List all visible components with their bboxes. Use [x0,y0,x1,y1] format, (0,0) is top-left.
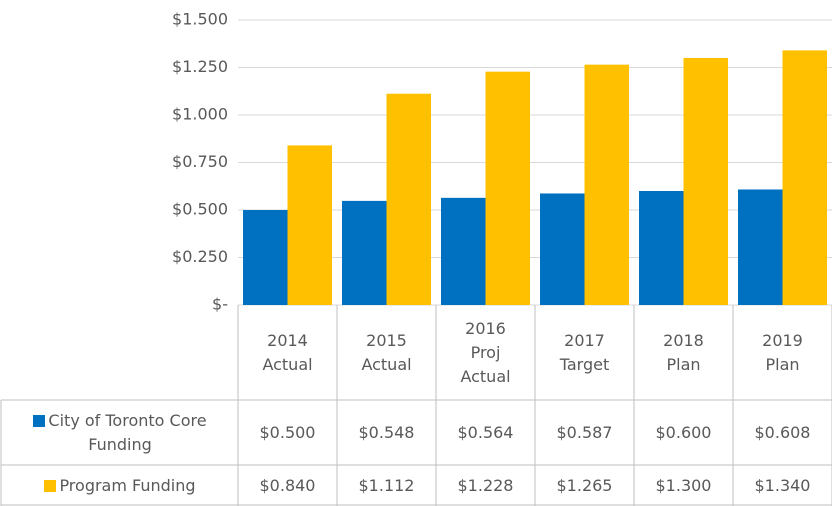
x-tick-label: 2017 Target [559,330,610,374]
bar [342,200,387,305]
bar [540,193,585,305]
table-value: $1.265 [556,475,613,495]
x-tick-label: 2015 Actual [361,330,412,374]
y-tick-label: $1.000 [172,105,228,124]
legend-label: City of Toronto Core Funding [48,410,207,454]
legend-label: Program Funding [59,475,196,495]
table-value: $0.600 [655,422,712,442]
y-tick-label: $- [212,295,228,314]
table-value: $0.608 [754,422,811,442]
legend-entry: Program Funding [44,474,196,498]
table-value: $0.500 [259,422,316,442]
table-value: $1.300 [655,475,712,495]
bar [386,93,431,305]
legend-swatch [44,479,57,492]
bar [639,191,684,305]
x-tick-label: 2019 Plan [762,330,803,374]
legend-entry: City of Toronto Core Funding [6,409,234,457]
y-tick-label: $0.500 [172,200,228,219]
table-value: $0.548 [358,422,415,442]
bar [485,71,530,306]
x-tick-label: 2016 Proj Actual [460,318,511,386]
bar [584,64,629,306]
table-value: $1.340 [754,475,811,495]
y-tick-label: $0.250 [172,247,228,266]
legend-cell: Program Funding [6,465,234,506]
bar [287,145,332,305]
category-cell: 2018 Plan [634,305,733,400]
category-cell: 2019 Plan [733,305,832,400]
y-tick-label: $1.250 [172,57,228,76]
category-cell: 2015 Actual [337,305,436,400]
legend-swatch [33,414,46,427]
table-value: $1.228 [457,475,514,495]
x-tick-label: 2018 Plan [663,330,704,374]
table-value: $0.587 [556,422,613,442]
bar [782,50,827,306]
bar [738,189,783,305]
y-tick-label: $0.750 [172,152,228,171]
category-cell: 2014 Actual [238,305,337,400]
table-value: $1.112 [358,475,415,495]
bar [441,197,486,305]
bar [683,58,728,305]
table-value: $0.564 [457,422,514,442]
bar [243,210,288,305]
category-cell: 2016 Proj Actual [436,305,535,400]
table-value: $0.840 [259,475,316,495]
x-tick-label: 2014 Actual [262,330,313,374]
category-cell: 2017 Target [535,305,634,400]
legend-cell: City of Toronto Core Funding [6,400,234,465]
y-tick-label: $1.500 [172,10,228,29]
